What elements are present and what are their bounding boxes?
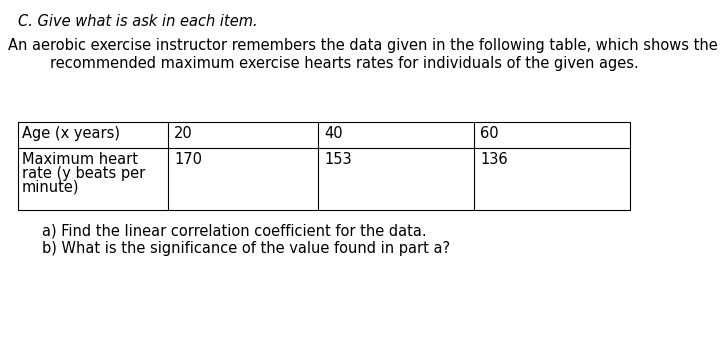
Text: 60: 60: [480, 126, 499, 141]
Text: Age (x years): Age (x years): [22, 126, 120, 141]
Text: b) What is the significance of the value found in part a?: b) What is the significance of the value…: [42, 241, 450, 256]
Text: 40: 40: [324, 126, 343, 141]
Text: 153: 153: [324, 152, 351, 167]
Text: minute): minute): [22, 180, 79, 195]
Text: rate (y beats per: rate (y beats per: [22, 166, 145, 181]
Text: 170: 170: [174, 152, 202, 167]
Text: C. Give what is ask in each item.: C. Give what is ask in each item.: [18, 14, 258, 29]
Text: 20: 20: [174, 126, 193, 141]
Bar: [18, 122, 630, 210]
Text: 136: 136: [480, 152, 508, 167]
Text: a) Find the linear correlation coefficient for the data.: a) Find the linear correlation coefficie…: [42, 224, 427, 239]
Text: Maximum heart: Maximum heart: [22, 152, 138, 167]
Text: recommended maximum exercise hearts rates for individuals of the given ages.: recommended maximum exercise hearts rate…: [50, 56, 639, 71]
Text: An aerobic exercise instructor remembers the data given in the following table, : An aerobic exercise instructor remembers…: [8, 38, 718, 53]
